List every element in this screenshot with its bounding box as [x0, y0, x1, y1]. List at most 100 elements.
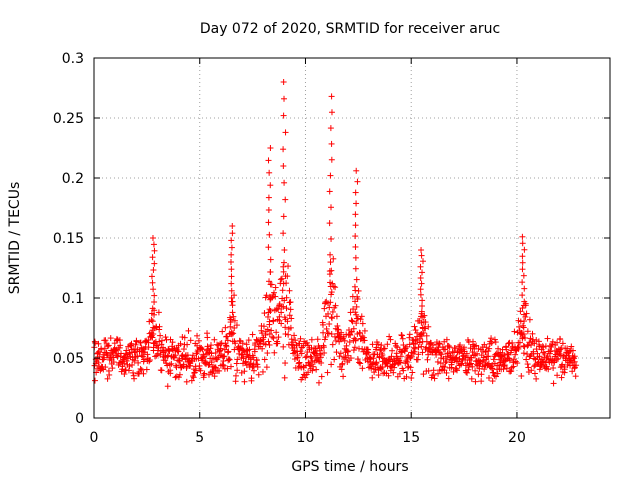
data-point — [392, 342, 399, 349]
data-point — [498, 353, 505, 360]
data-point — [517, 308, 524, 315]
data-point — [371, 351, 378, 358]
data-point — [198, 344, 205, 351]
data-point — [222, 324, 229, 331]
data-point — [104, 375, 111, 382]
data-point — [525, 364, 532, 371]
data-point — [320, 344, 327, 351]
data-point — [261, 310, 268, 317]
data-point — [282, 129, 289, 136]
data-point — [231, 317, 238, 324]
data-point — [355, 315, 362, 322]
data-point — [495, 362, 502, 369]
data-point — [398, 332, 405, 339]
data-point — [101, 354, 108, 361]
data-point — [531, 370, 538, 377]
data-point — [494, 370, 501, 377]
data-point — [347, 332, 354, 339]
data-point — [514, 344, 521, 351]
data-point — [144, 351, 151, 358]
data-point — [233, 322, 240, 329]
data-point — [226, 356, 233, 363]
data-point — [172, 352, 179, 359]
data-point — [211, 364, 218, 371]
data-point — [468, 375, 475, 382]
data-point — [158, 367, 165, 374]
data-point — [287, 306, 294, 313]
data-point — [196, 362, 203, 369]
data-point — [106, 371, 113, 378]
data-point — [528, 367, 535, 374]
data-point — [329, 308, 336, 315]
data-point — [105, 342, 112, 349]
data-point — [265, 194, 272, 201]
data-point — [419, 349, 426, 356]
data-point — [149, 318, 156, 325]
data-point — [266, 341, 273, 348]
data-point — [207, 345, 214, 352]
data-point — [143, 366, 150, 373]
data-point — [150, 324, 157, 331]
data-point — [418, 319, 425, 326]
data-point — [347, 355, 354, 362]
data-point — [263, 364, 270, 371]
data-point — [266, 231, 273, 238]
data-point — [176, 371, 183, 378]
data-point — [356, 359, 363, 366]
data-point — [519, 240, 526, 247]
data-point — [321, 305, 328, 312]
data-point — [350, 347, 357, 354]
data-point — [568, 343, 575, 350]
data-point — [309, 357, 316, 364]
data-point — [543, 363, 550, 370]
data-point — [520, 324, 527, 331]
data-point — [350, 306, 357, 313]
data-point — [361, 327, 368, 334]
data-point — [281, 247, 288, 253]
data-point — [473, 342, 480, 349]
data-point — [313, 366, 320, 373]
data-point — [328, 109, 335, 116]
data-point — [228, 251, 235, 258]
data-point — [325, 330, 332, 337]
data-point — [558, 374, 565, 381]
data-point — [266, 169, 273, 176]
data-point — [159, 344, 166, 351]
data-point — [327, 204, 334, 211]
data-point — [177, 340, 184, 347]
data-point — [420, 371, 427, 378]
data-point — [227, 323, 234, 330]
data-point — [291, 332, 298, 339]
data-point — [284, 318, 291, 325]
data-point — [126, 363, 133, 370]
data-point — [275, 305, 282, 312]
data-point — [518, 372, 525, 379]
data-point — [418, 280, 425, 287]
data-point — [297, 335, 304, 342]
data-point — [286, 287, 293, 294]
y-tick-label: 0.2 — [62, 171, 84, 187]
data-point — [551, 357, 558, 364]
data-point — [339, 360, 346, 367]
data-point — [280, 280, 287, 287]
data-point — [361, 337, 368, 344]
data-point — [130, 369, 137, 376]
data-point — [219, 361, 226, 368]
data-point — [282, 331, 289, 337]
y-tick-label: 0 — [75, 411, 84, 427]
data-point — [379, 364, 386, 371]
data-point — [352, 265, 359, 272]
x-tick-label: 20 — [508, 430, 526, 446]
data-point — [333, 313, 340, 320]
data-point — [276, 313, 283, 320]
data-point — [431, 375, 438, 382]
data-point — [458, 360, 465, 367]
data-point — [327, 283, 334, 290]
data-point — [468, 360, 475, 367]
data-point — [540, 344, 547, 351]
data-point — [265, 244, 272, 251]
y-tick-label: 0.1 — [62, 291, 84, 307]
data-point — [520, 272, 527, 279]
data-point — [285, 331, 292, 338]
data-point — [234, 356, 241, 363]
